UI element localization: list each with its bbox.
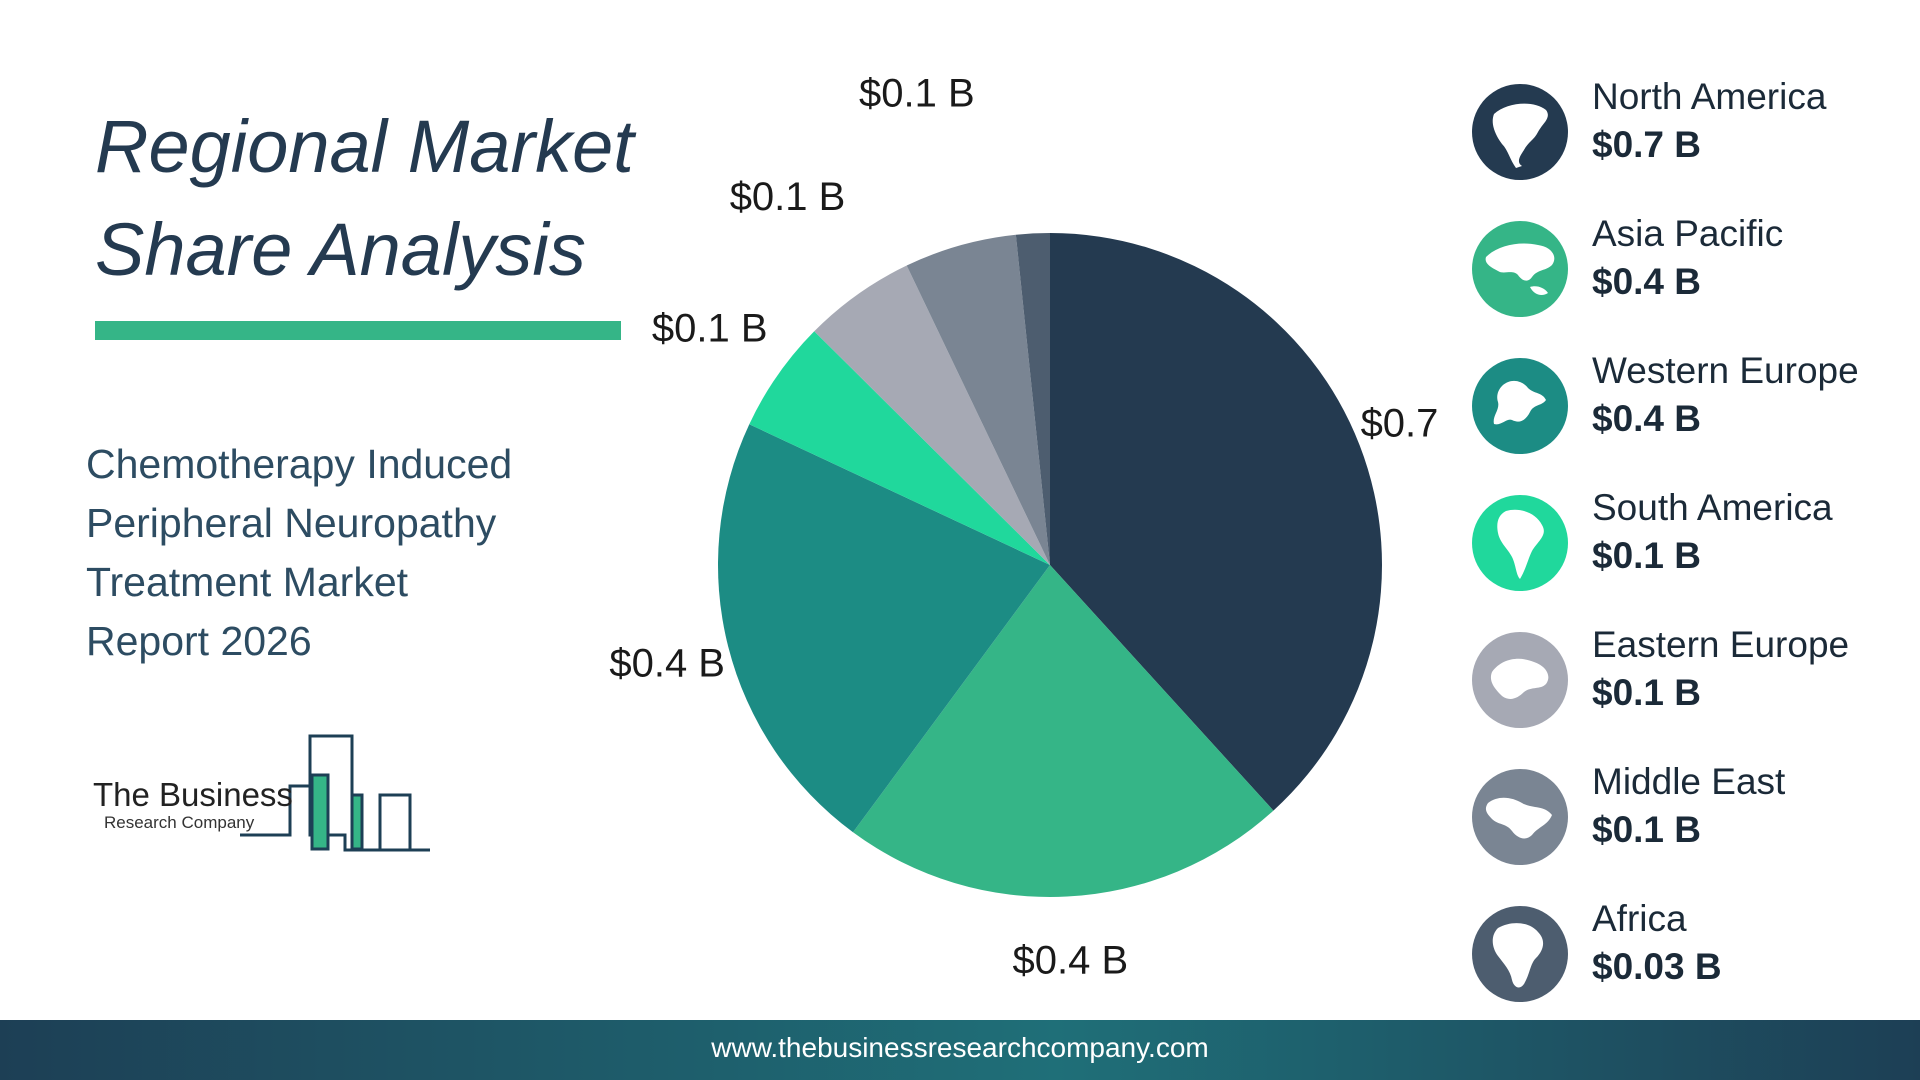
middle-east-map-icon [1472, 769, 1568, 865]
title-underline [95, 321, 621, 340]
legend-region-name: Middle East [1592, 761, 1786, 802]
south-america-map-icon [1472, 495, 1568, 591]
pie-slice-africa [1015, 233, 1050, 565]
legend-region-value: $0.4 B [1592, 261, 1702, 302]
pie-label-middle-east: $0.1 B [859, 71, 975, 115]
pie-slice-asia-pacific [853, 565, 1274, 897]
legend-region-name: North America [1592, 76, 1827, 117]
pie-slice-western-europe [718, 424, 1050, 833]
western-europe-map-icon [1472, 358, 1568, 454]
legend-item-asia-pacific: Asia Pacific $0.4 B [1472, 213, 1912, 317]
chart-title: Regional Market Share Analysis [95, 95, 655, 301]
asia-pacific-map-icon [1472, 221, 1568, 317]
title-line-2: Share Analysis [95, 208, 586, 291]
title-line-1: Regional Market [95, 105, 634, 188]
north-america-map-icon [1472, 84, 1568, 180]
legend-region-name: Africa [1592, 898, 1687, 939]
logo-name: The Business [93, 776, 293, 813]
footer-url[interactable]: www.thebusinessresearchcompany.com [711, 1032, 1209, 1063]
pie-label-south-america: $0.1 B [652, 306, 768, 350]
footer-bar: www.thebusinessresearchcompany.com [0, 1020, 1920, 1080]
pie-slice-middle-east [906, 234, 1050, 565]
subtitle-line-1: Chemotherapy Induced [86, 441, 513, 487]
legend-item-middle-east: Middle East $0.1 B [1472, 761, 1912, 865]
legend-region-value: $0.1 B [1592, 672, 1702, 713]
legend-item-eastern-europe: Eastern Europe $0.1 B [1472, 624, 1912, 728]
pie-slice-south-america [749, 331, 1050, 565]
subtitle-line-3: Treatment Market [86, 559, 409, 605]
pie-slice-eastern-europe [814, 265, 1050, 565]
legend-region-value: $0.4 B [1592, 398, 1702, 439]
legend-region-name: South America [1592, 487, 1833, 528]
legend-region-name: Western Europe [1592, 350, 1859, 391]
logo-buildings-icon [240, 734, 430, 852]
legend-item-north-america: North America $0.7 B [1472, 76, 1912, 180]
pie-label-north-america: $0.7 B [1361, 401, 1440, 445]
logo-subtext: Research Company [104, 813, 255, 832]
company-logo: The Business Research Company [90, 720, 450, 860]
pie-slice-north-america [1050, 233, 1382, 811]
legend-item-africa: Africa $0.03 B [1472, 898, 1912, 1002]
report-subtitle: Chemotherapy Induced Peripheral Neuropat… [86, 435, 586, 671]
pie-label-eastern-europe: $0.1 B [730, 175, 846, 219]
pie-label-western-europe: $0.4 B [609, 641, 725, 685]
legend-region-name: Eastern Europe [1592, 624, 1850, 665]
eastern-europe-map-icon [1472, 632, 1568, 728]
legend-item-western-europe: Western Europe $0.4 B [1472, 350, 1912, 454]
legend-region-value: $0.1 B [1592, 535, 1702, 576]
legend-region-value: $0.7 B [1592, 124, 1702, 165]
legend-region-value: $0.1 B [1592, 809, 1702, 850]
legend-region-name: Asia Pacific [1592, 213, 1784, 254]
legend-item-south-america: South America $0.1 B [1472, 487, 1912, 591]
legend-region-value: $0.03 B [1592, 946, 1722, 987]
subtitle-line-4: Report 2026 [86, 618, 312, 664]
subtitle-line-2: Peripheral Neuropathy [86, 500, 497, 546]
africa-map-icon [1472, 906, 1568, 1002]
pie-chart: $0.7 B$0.4 B$0.4 B$0.1 B$0.1 B$0.1 B$0.0… [609, 71, 1440, 980]
pie-label-asia-pacific: $0.4 B [1013, 938, 1129, 980]
